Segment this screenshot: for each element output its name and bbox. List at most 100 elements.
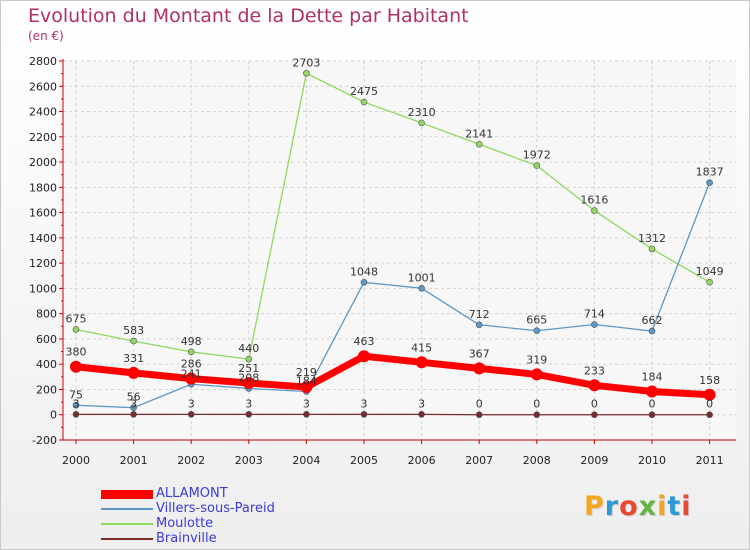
- data-point-brainville: [591, 411, 598, 419]
- data-point-moulotte: [648, 245, 656, 253]
- data-point-brainville: [475, 411, 483, 419]
- legend-label: Moulotte: [156, 516, 214, 531]
- data-label-moulotte: 1972: [523, 149, 551, 162]
- data-point-allamont: [530, 368, 543, 381]
- y-tick-label: 800: [36, 308, 57, 321]
- data-point-moulotte: [245, 355, 253, 363]
- data-point-allamont: [415, 356, 428, 369]
- data-point-brainville: [706, 411, 713, 419]
- data-point-villers-sous-pareid: [418, 284, 425, 292]
- y-tick-label: 2000: [29, 156, 57, 169]
- data-label-allamont: 380: [66, 346, 87, 359]
- logo-letter: i: [681, 491, 692, 522]
- data-label-brainville: 0: [591, 398, 598, 411]
- data-label-moulotte: 2475: [350, 85, 378, 98]
- data-label-allamont: 184: [642, 370, 663, 383]
- data-label-villers-sous-pareid: 75: [69, 388, 83, 401]
- data-label-moulotte: 1616: [580, 194, 608, 207]
- data-point-brainville: [130, 411, 137, 418]
- legend-label: Brainville: [156, 531, 217, 546]
- data-label-brainville: 3: [188, 397, 195, 410]
- y-tick-label: 200: [36, 383, 57, 396]
- data-label-villers-sous-pareid: 208: [238, 371, 259, 384]
- data-point-brainville: [648, 411, 656, 419]
- data-label-moulotte: 675: [66, 312, 87, 325]
- data-label-moulotte: 2703: [292, 56, 320, 69]
- chart-title: Evolution du Montant de la Dette par Hab…: [28, 5, 469, 27]
- logo-letter: P: [584, 491, 605, 522]
- x-tick-label: 2010: [638, 454, 666, 467]
- data-label-allamont: 415: [411, 341, 432, 354]
- proxiti-logo: Proxiti: [584, 491, 692, 522]
- x-tick-label: 2007: [465, 454, 493, 467]
- data-point-allamont: [703, 388, 716, 401]
- logo-letter: r: [604, 491, 620, 522]
- data-label-brainville: 0: [649, 398, 656, 411]
- legend-swatch: [101, 490, 153, 499]
- legend-label: ALLAMONT: [156, 486, 228, 501]
- data-point-moulotte: [72, 326, 80, 333]
- data-point-villers-sous-pareid: [475, 321, 483, 329]
- data-point-allamont: [242, 377, 255, 390]
- data-label-brainville: 3: [361, 397, 368, 410]
- data-point-allamont: [358, 350, 370, 363]
- plot-area: [63, 61, 736, 440]
- y-tick-label: 2400: [29, 106, 57, 119]
- data-label-allamont: 158: [699, 374, 720, 387]
- x-tick-label: 2008: [523, 454, 551, 467]
- data-point-villers-sous-pareid: [360, 279, 368, 286]
- data-point-moulotte: [533, 162, 541, 169]
- data-label-allamont: 286: [181, 358, 202, 371]
- data-label-villers-sous-pareid: 714: [584, 308, 605, 321]
- x-tick-label: 2001: [120, 454, 148, 467]
- y-tick-label: 1600: [29, 207, 57, 220]
- chart-subtitle: (en €): [28, 29, 64, 43]
- series-line-allamont: [72, 352, 714, 399]
- data-label-villers-sous-pareid: 665: [526, 314, 547, 327]
- data-label-villers-sous-pareid: 662: [642, 314, 663, 327]
- data-label-allamont: 251: [238, 362, 259, 375]
- logo-letter: i: [657, 491, 668, 522]
- data-point-moulotte: [130, 337, 137, 345]
- data-label-moulotte: 1312: [638, 232, 666, 245]
- data-label-allamont: 233: [584, 364, 605, 377]
- data-point-villers-sous-pareid: [591, 321, 598, 328]
- data-point-allamont: [127, 366, 140, 379]
- logo-letter: o: [619, 491, 639, 522]
- data-point-villers-sous-pareid: [130, 404, 137, 411]
- data-point-villers-sous-pareid: [648, 327, 656, 335]
- y-tick-label: 1000: [29, 282, 57, 295]
- x-tick-label: 2002: [177, 454, 205, 467]
- data-label-moulotte: 440: [238, 342, 259, 355]
- data-point-brainville: [245, 411, 253, 418]
- y-tick-label: 2200: [29, 131, 57, 144]
- data-point-brainville: [418, 411, 425, 418]
- data-label-allamont: 219: [296, 366, 317, 379]
- y-tick-label: 1200: [29, 257, 57, 270]
- data-point-brainville: [187, 411, 195, 418]
- data-point-allamont: [70, 360, 82, 373]
- y-tick-label: 400: [36, 358, 57, 371]
- data-label-brainville: 3: [245, 397, 252, 410]
- legend-swatch: [101, 523, 153, 525]
- data-label-villers-sous-pareid: 1001: [408, 271, 436, 284]
- data-point-allamont: [588, 379, 601, 392]
- x-tick-label: 2005: [350, 454, 378, 467]
- data-label-brainville: 0: [706, 398, 713, 411]
- data-point-villers-sous-pareid: [706, 179, 713, 186]
- data-label-brainville: 0: [533, 398, 540, 411]
- data-point-moulotte: [303, 69, 310, 77]
- x-tick-label: 2003: [235, 454, 263, 467]
- data-label-moulotte: 2141: [465, 127, 493, 140]
- data-point-allamont: [185, 372, 198, 385]
- data-label-moulotte: 498: [181, 335, 202, 348]
- data-label-villers-sous-pareid: 712: [469, 308, 490, 321]
- data-point-villers-sous-pareid: [533, 327, 541, 335]
- data-label-brainville: 0: [476, 398, 483, 411]
- y-tick-label: 1400: [29, 232, 57, 245]
- y-tick-label: 1800: [29, 181, 57, 194]
- data-point-villers-sous-pareid: [72, 401, 80, 409]
- y-tick-label: 2800: [29, 55, 57, 68]
- x-tick-label: 2006: [408, 454, 436, 467]
